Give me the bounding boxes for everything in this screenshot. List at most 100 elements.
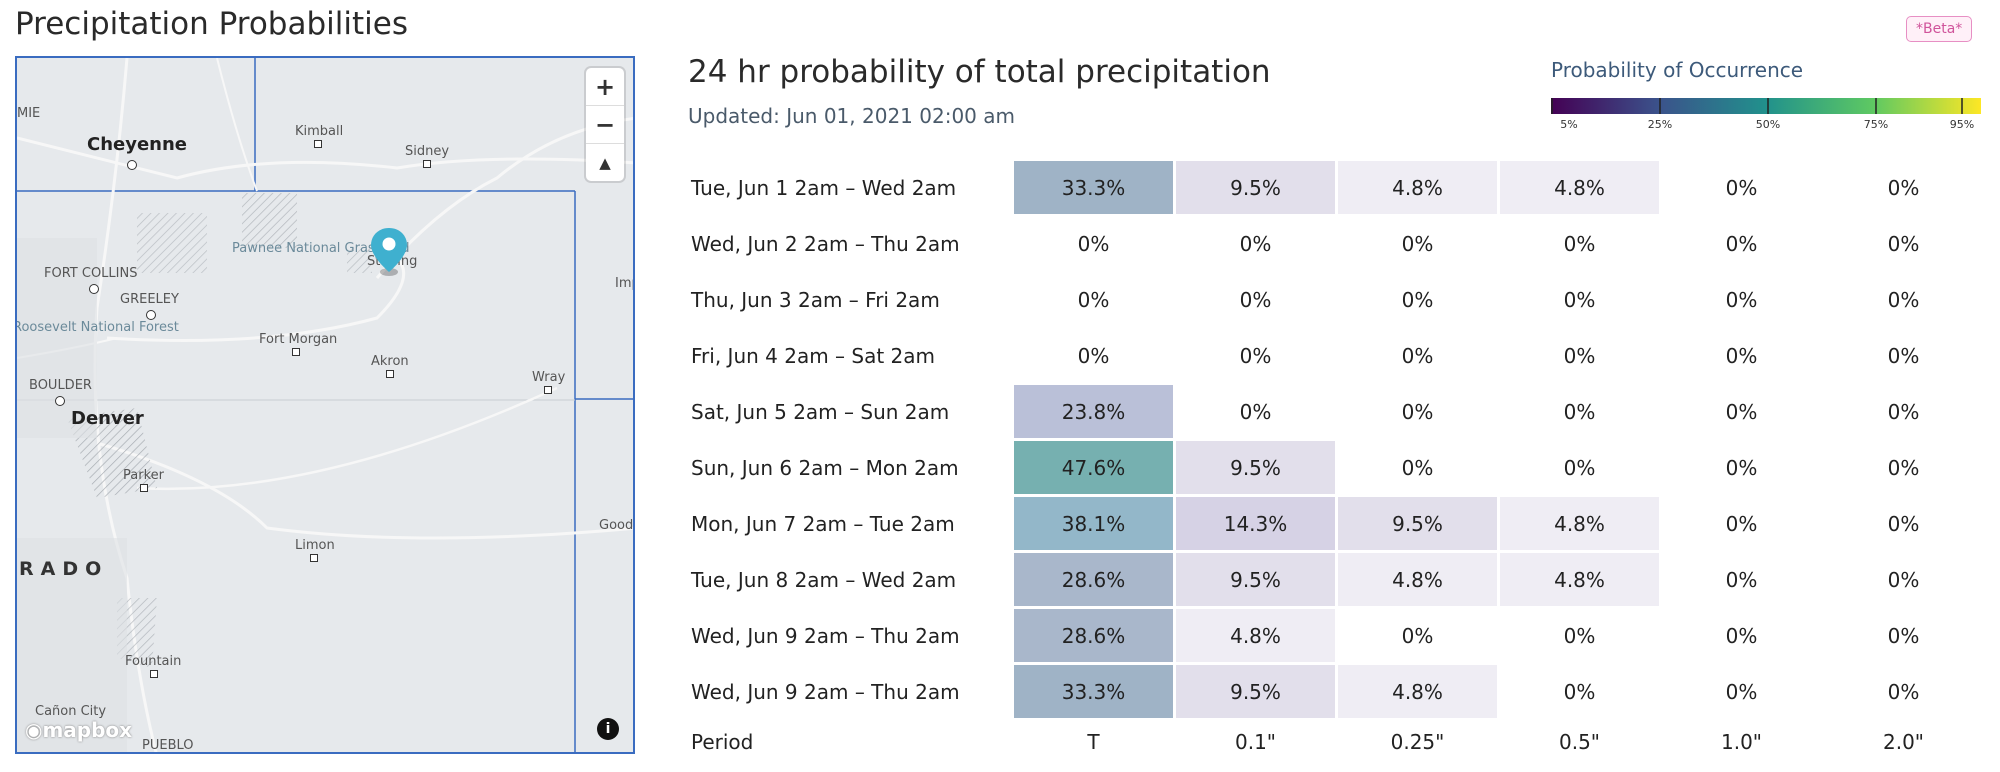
period-label: Wed, Jun 2 2am – Thu 2am <box>686 217 1011 273</box>
column-header-t: T <box>1087 730 1100 754</box>
probability-cell: 0% <box>1014 217 1173 273</box>
table-row: Tue, Jun 1 2am – Wed 2am 33.3% 9.5% 4.8% 4.8… <box>686 161 1983 217</box>
period-label: Mon, Jun 7 2am – Tue 2am <box>686 497 1011 553</box>
probability-cell: 0% <box>1824 161 1983 217</box>
mapbox-logo[interactable]: ◉mapbox <box>25 718 132 742</box>
column-header-0-5: 0.5" <box>1558 730 1600 754</box>
probability-cell: 0% <box>1662 553 1821 609</box>
map-label-fort-collins: FORT COLLINS <box>44 266 138 281</box>
probability-cell: 4.8% <box>1500 497 1659 553</box>
probability-cell: 0% <box>1176 273 1335 329</box>
legend-title: Probability of Occurrence <box>1551 58 1804 82</box>
probability-cell: 0% <box>1662 385 1821 441</box>
period-label: Tue, Jun 1 2am – Wed 2am <box>686 161 1011 217</box>
page-title: Precipitation Probabilities <box>15 6 408 42</box>
map-label-canon-city: Cañon City <box>35 704 107 719</box>
map-label-fort-morgan: Fort Morgan <box>259 332 338 347</box>
probability-cell: 33.3% <box>1014 665 1173 721</box>
probability-cell: 4.8% <box>1338 553 1497 609</box>
map-label-pueblo: PUEBLO <box>142 738 194 753</box>
map-label-greeley: GREELEY <box>120 292 179 307</box>
probability-cell: 0% <box>1338 329 1497 385</box>
table-footer-row: Period T 0.1" 0.25" 0.5" 1.0" 2.0" <box>686 721 1983 763</box>
legend-colorbar <box>1551 98 1981 114</box>
probability-cell: 0% <box>1662 273 1821 329</box>
probability-cell: 14.3% <box>1176 497 1335 553</box>
probability-cell: 28.6% <box>1014 553 1173 609</box>
map-label-kimball: Kimball <box>295 124 344 139</box>
probability-cell: 0% <box>1500 273 1659 329</box>
probability-cell: 0% <box>1338 273 1497 329</box>
mapbox-logo-text: mapbox <box>42 718 133 742</box>
probability-cell: 4.8% <box>1500 161 1659 217</box>
probability-cell: 9.5% <box>1176 441 1335 497</box>
probability-cell: 0% <box>1662 329 1821 385</box>
map-label-mie: MIE <box>17 106 41 121</box>
period-label: Thu, Jun 3 2am – Fri 2am <box>686 273 1011 329</box>
probability-cell: 4.8% <box>1500 553 1659 609</box>
probability-cell: 0% <box>1662 497 1821 553</box>
probability-cell: 0% <box>1338 609 1497 665</box>
probability-cell: 0% <box>1662 161 1821 217</box>
column-header-0-25: 0.25" <box>1390 730 1445 754</box>
map-dot-limon <box>310 554 318 562</box>
table-row: Wed, Jun 2 2am – Thu 2am 0% 0% 0% 0% 0% 0% <box>686 217 1983 273</box>
probability-cell: 0% <box>1014 329 1173 385</box>
column-header-period: Period <box>691 730 754 754</box>
legend-tick: 50% <box>1755 118 1781 131</box>
map-label-goodland: Goodl <box>599 518 635 533</box>
map-dot-cheyenne <box>127 160 137 170</box>
column-header-2-0: 2.0" <box>1882 730 1924 754</box>
table-row: Wed, Jun 9 2am – Thu 2am 28.6% 4.8% 0% 0% 0% 0… <box>686 609 1983 665</box>
zoom-in-button[interactable]: + <box>586 68 624 106</box>
probability-cell: 0% <box>1500 385 1659 441</box>
compass-icon[interactable]: ▲ <box>599 153 611 172</box>
probability-cell: 0% <box>1824 497 1983 553</box>
location-pin-icon[interactable] <box>369 226 409 282</box>
probability-cell: 0% <box>1338 441 1497 497</box>
map-panel[interactable]: MIE Cheyenne Kimball Sidney Pawnee Natio… <box>15 56 635 754</box>
table-row: Sat, Jun 5 2am – Sun 2am 23.8% 0% 0% 0% 0% 0% <box>686 385 1983 441</box>
map-dot-boulder <box>55 396 65 406</box>
updated-timestamp: Updated: Jun 01, 2021 02:00 am <box>688 104 1015 128</box>
probability-cell: 47.6% <box>1014 441 1173 497</box>
probability-cell: 0% <box>1824 553 1983 609</box>
map-dot-greeley <box>146 310 156 320</box>
table-row: Sun, Jun 6 2am – Mon 2am 47.6% 9.5% 0% 0% 0% 0… <box>686 441 1983 497</box>
probability-cell: 4.8% <box>1176 609 1335 665</box>
period-label: Sat, Jun 5 2am – Sun 2am <box>686 385 1011 441</box>
map-label-wray: Wray <box>532 370 566 385</box>
map-label-roosevelt: Roosevelt National Forest <box>15 320 179 335</box>
probability-cell: 0% <box>1338 385 1497 441</box>
probability-cell: 0% <box>1500 329 1659 385</box>
column-header-0-1: 0.1" <box>1234 730 1276 754</box>
legend-tick: 95% <box>1949 118 1975 131</box>
mapbox-logo-icon: ◉ <box>25 718 43 742</box>
probability-cell: 0% <box>1500 665 1659 721</box>
beta-badge: *Beta* <box>1906 16 1973 42</box>
zoom-out-button[interactable]: − <box>586 106 624 144</box>
probability-cell: 0% <box>1824 665 1983 721</box>
probability-cell: 0% <box>1176 385 1335 441</box>
probability-cell: 9.5% <box>1176 161 1335 217</box>
map-base <box>17 58 633 752</box>
map-zoom-controls: + − ▲ <box>586 68 624 181</box>
probability-cell: 0% <box>1500 441 1659 497</box>
probability-cell: 33.3% <box>1014 161 1173 217</box>
column-header-1-0: 1.0" <box>1720 730 1762 754</box>
probability-cell: 0% <box>1824 329 1983 385</box>
table-row: Thu, Jun 3 2am – Fri 2am 0% 0% 0% 0% 0% 0% <box>686 273 1983 329</box>
probability-cell: 0% <box>1014 273 1173 329</box>
legend-tick: 75% <box>1863 118 1889 131</box>
info-icon[interactable]: i <box>597 718 619 740</box>
probability-cell: 4.8% <box>1338 161 1497 217</box>
map-dot-fort-collins <box>89 284 99 294</box>
probability-cell: 4.8% <box>1338 665 1497 721</box>
map-dot-wray <box>544 386 552 394</box>
table-row: Tue, Jun 8 2am – Wed 2am 28.6% 9.5% 4.8% 4.8… <box>686 553 1983 609</box>
map-label-sidney: Sidney <box>405 144 450 159</box>
map-label-state: RADO <box>19 558 109 580</box>
map-dot-sidney <box>423 160 431 168</box>
map-label-denver: Denver <box>71 408 144 429</box>
map-dot-parker <box>140 484 148 492</box>
